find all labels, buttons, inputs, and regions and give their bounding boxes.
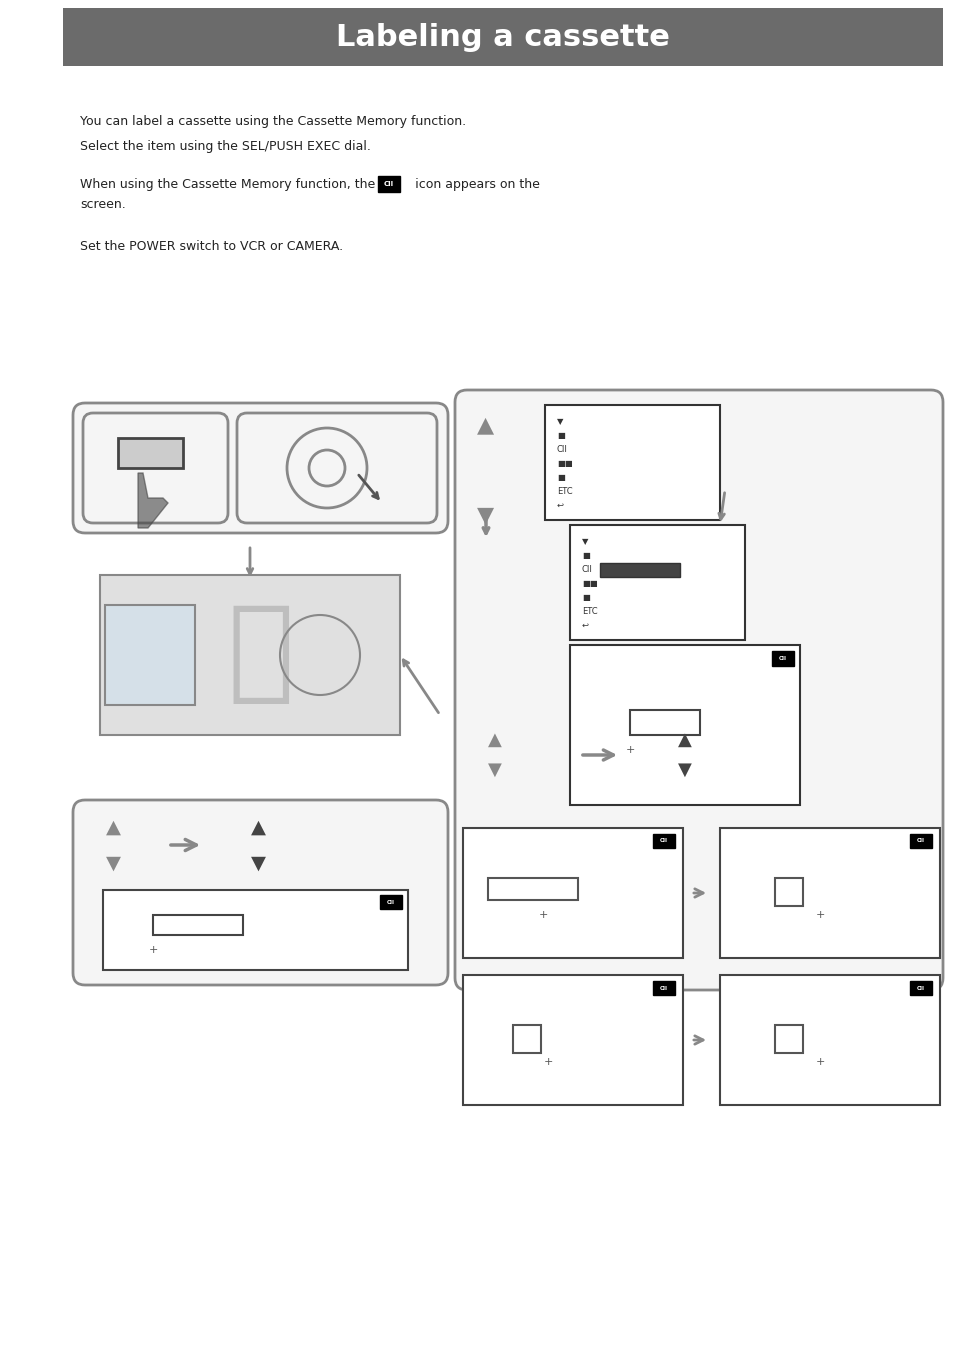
Text: ↩: ↩ [557,502,563,510]
Text: +: + [148,945,157,955]
Text: ▲: ▲ [678,731,691,749]
Bar [629,710,700,735]
Bar [909,982,931,995]
Bar [774,877,802,906]
Bar [652,982,675,995]
Text: You can label a cassette using the Cassette Memory function.: You can label a cassette using the Casse… [80,115,466,128]
Text: ▼: ▼ [557,416,563,426]
Text: Set the POWER switch to VCR or CAMERA.: Set the POWER switch to VCR or CAMERA. [80,241,343,253]
Text: CII: CII [659,838,667,844]
Bar [462,827,682,959]
Bar [152,915,243,936]
Text: When using the Cassette Memory function, the          icon appears on the: When using the Cassette Memory function,… [80,178,539,191]
Text: ▲: ▲ [251,818,265,837]
Bar [462,975,682,1105]
Text: ETC: ETC [557,487,572,496]
FancyBboxPatch shape [73,800,448,986]
Text: CII: CII [581,565,592,575]
Bar [377,176,399,192]
Bar [63,8,942,66]
Bar [379,895,401,909]
Text: ▲: ▲ [488,731,501,749]
Text: +: + [624,745,634,754]
Bar [544,406,720,521]
FancyBboxPatch shape [73,403,448,533]
Bar [103,890,408,969]
Text: ▲: ▲ [476,415,494,435]
Bar [720,975,939,1105]
Bar [909,834,931,848]
Text: Select the item using the SEL/PUSH EXEC dial.: Select the item using the SEL/PUSH EXEC … [80,141,371,153]
Text: ▼: ▼ [251,853,265,872]
Text: CII: CII [557,445,567,454]
Text: CII: CII [383,181,394,187]
Text: ■■: ■■ [581,579,598,588]
Text: ▼: ▼ [678,761,691,779]
Text: ■: ■ [557,473,564,483]
Text: Labeling a cassette: Labeling a cassette [335,23,669,51]
Text: ▼: ▼ [476,506,494,525]
Text: +: + [537,910,547,919]
FancyBboxPatch shape [236,412,436,523]
FancyBboxPatch shape [455,389,942,990]
Bar [569,645,800,804]
Text: +: + [543,1057,552,1067]
Text: ■: ■ [581,594,589,602]
Text: +: + [815,1057,823,1067]
Text: ETC: ETC [581,607,597,617]
Text: ■: ■ [557,431,564,439]
Text: CII: CII [387,899,395,904]
Text: CII: CII [916,838,924,844]
Text: +: + [815,910,823,919]
Text: screen.: screen. [80,197,126,211]
Text: ■■: ■■ [557,458,572,468]
Text: CII: CII [779,656,786,661]
Text: ↩: ↩ [581,621,588,630]
Bar [569,525,744,639]
Bar [599,562,679,577]
Bar [720,827,939,959]
Bar [100,575,399,735]
Bar [771,652,793,667]
FancyBboxPatch shape [83,412,228,523]
Bar [105,604,194,704]
Text: CII: CII [916,986,924,991]
Bar [513,1025,540,1053]
Text: ▼: ▼ [581,537,588,546]
Bar [652,834,675,848]
Bar [488,877,578,900]
Bar [118,438,183,468]
Text: ▼: ▼ [106,853,120,872]
Text: ▲: ▲ [106,818,120,837]
Polygon shape [138,473,168,529]
Text: CII: CII [659,986,667,991]
Text: ▼: ▼ [488,761,501,779]
Text: 📷: 📷 [227,599,294,707]
Text: ■: ■ [581,552,589,560]
Bar [774,1025,802,1053]
